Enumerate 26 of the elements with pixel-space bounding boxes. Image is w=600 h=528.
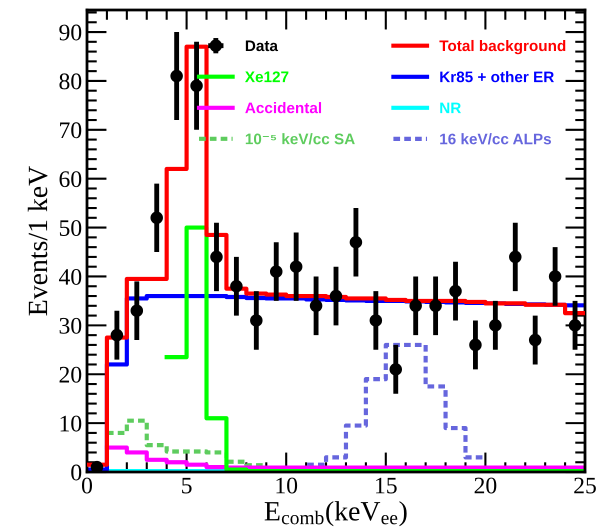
y-tick-label: 0 <box>71 464 82 480</box>
y-tick-label: 50 <box>60 220 82 236</box>
legend-label: Xe127 <box>244 71 288 82</box>
legend-label: 10⁻⁵ keV/cc SA <box>246 133 355 144</box>
y-tick-label: 90 <box>59 24 82 40</box>
y-tick-label: 10 <box>60 416 82 432</box>
x-tick-label: 15 <box>376 478 397 494</box>
legend-label: Data <box>246 40 278 52</box>
legend-label: Kr85 + other ER <box>440 71 554 82</box>
y-tick-label: 80 <box>59 73 82 90</box>
legend-label: Accidental <box>245 102 322 114</box>
x-axis-title: E$_{comb}$(keV$_{ee}$) <box>264 501 407 526</box>
x-tick-label: 10 <box>276 478 298 494</box>
x-tick-label: 25 <box>574 478 596 494</box>
y-tick-label: 40 <box>58 268 82 285</box>
y-tick-label: 20 <box>60 366 82 383</box>
x-tick-label: 0 <box>82 478 92 494</box>
x-tick-label: 20 <box>474 478 496 494</box>
y-tick-label: 60 <box>60 171 82 188</box>
y-axis-title: Events/1 keV <box>28 166 48 316</box>
y-tick-label: 30 <box>60 318 82 334</box>
legend-label: Total background <box>439 40 566 54</box>
legend-label: 16 keV/cc ALPs <box>440 133 551 145</box>
legend-label: NR <box>440 102 461 114</box>
y-tick-label: 70 <box>60 122 82 138</box>
x-tick-label: 5 <box>182 478 192 494</box>
